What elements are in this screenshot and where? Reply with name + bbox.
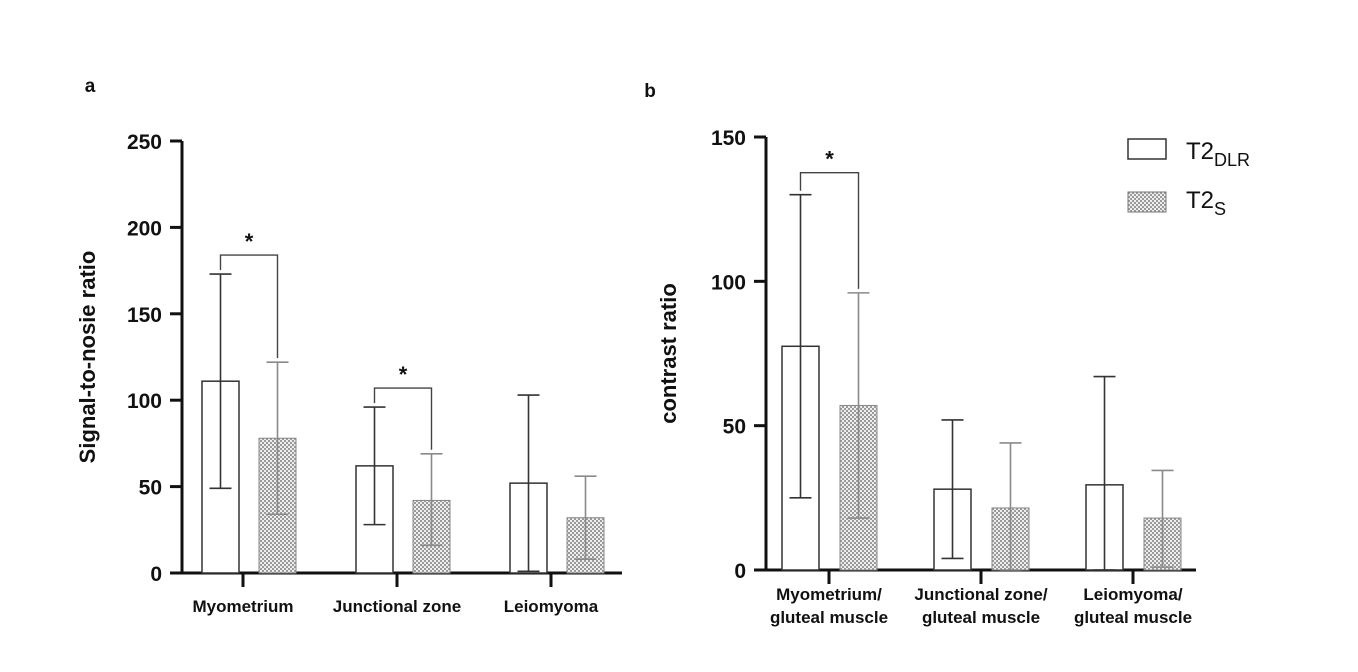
panel-a-y-tick-label-3: 150	[127, 304, 162, 327]
panel-b-y-tick-label-1: 50	[723, 416, 746, 439]
legend: T2DLR T2S	[1127, 138, 1250, 219]
panel-b-y-tick-label-0: 0	[734, 560, 746, 583]
panel-b-label: b	[644, 81, 656, 102]
panel-b-x-tick-label-1: Junctional zone/gluteal muscle	[914, 585, 1047, 627]
panel-a-y-tick-label-1: 50	[139, 477, 162, 500]
panel-a-y-axis-label: Signal-to-nosie ratio	[75, 251, 100, 464]
panel-b-y-tick-label-2: 100	[711, 271, 746, 294]
panel-b-y-tick-label-3: 150	[711, 127, 746, 150]
panel-a-chart: a Signal-to-nosie ratio 0 50 100 150 200 250 Myo…	[75, 76, 622, 616]
panel-b-x-tick-label-2: Leiomyoma/gluteal muscle	[1074, 585, 1192, 627]
panel-a-significance-bracket-0	[219, 254, 279, 359]
legend-swatch-t2s	[1127, 191, 1167, 213]
panel-b-significance-label-0: *	[825, 147, 834, 172]
panel-b-chart: b contrast ratio 0 50 100 150 Myometrium/glute…	[644, 81, 1196, 627]
panel-a-x-tick-label-1: Junctional zone	[333, 597, 461, 616]
panel-b-significance-bracket-0	[799, 172, 860, 289]
legend-swatch-t2dlr	[1127, 138, 1167, 160]
panel-a-y-tick-label-5: 250	[127, 131, 162, 154]
panel-a-y-tick-label-2: 100	[127, 390, 162, 413]
panel-b-y-axis-label: contrast ratio	[656, 283, 681, 424]
panel-a-x-tick-label-2: Leiomyoma	[504, 597, 599, 616]
panel-a-y-tick-label-4: 200	[127, 217, 162, 240]
legend-label-t2dlr: T2DLR	[1186, 138, 1250, 170]
panel-a-label: a	[85, 76, 96, 97]
panel-a-x-tick-label-0: Myometrium	[192, 597, 293, 616]
panel-a-y-tick-label-0: 0	[150, 563, 162, 586]
panel-a-significance-bracket-1	[373, 387, 433, 450]
panel-b-x-tick-label-0: Myometrium/gluteal muscle	[770, 585, 888, 627]
panel-a-significance-label-0: *	[245, 229, 254, 254]
legend-label-t2s: T2S	[1186, 187, 1226, 219]
panel-a-significance-label-1: *	[399, 362, 408, 387]
